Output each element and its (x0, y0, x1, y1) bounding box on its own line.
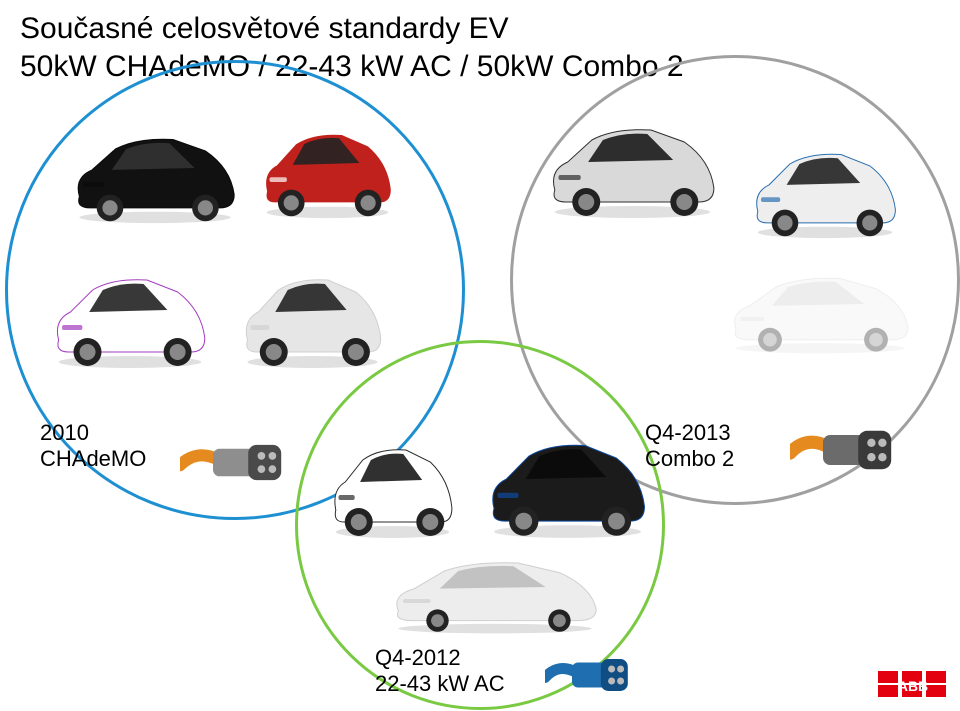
car-renault-zoe (480, 435, 655, 540)
title-line-1: Současné celosvětové standardy EV (20, 10, 684, 48)
car-smart-ed (325, 440, 460, 540)
car-peugeot-ion (45, 270, 215, 370)
car-mitsubishi-imiev (255, 125, 400, 220)
combo2-name: Combo 2 (645, 446, 734, 472)
abb-logo: ABB (878, 671, 948, 699)
title-line-2: 50kW CHAdeMO / 22-43 kW AC / 50kW Combo … (20, 48, 684, 86)
combo2-connector-icon (790, 420, 900, 480)
ac-name: 22-43 kW AC (375, 671, 505, 696)
title-block: Současné celosvětové standardy EV 50kW C… (20, 10, 684, 85)
car-tesla-model-s (380, 555, 610, 635)
car-citroen-czero (235, 270, 390, 370)
chademo-year: 2010 (40, 420, 146, 446)
car-vw-eup (745, 145, 905, 240)
car-nissan-leaf (65, 130, 245, 225)
chademo-label: 2010 CHAdeMO (40, 420, 146, 473)
ac-type2-connector-icon (545, 650, 635, 700)
ac-label: Q4-2012 22-43 kW AC (375, 645, 505, 698)
combo2-label: Q4-2013 Combo 2 (645, 420, 734, 473)
chademo-name: CHAdeMO (40, 446, 146, 472)
car-tesla-faded (720, 270, 920, 355)
combo2-year: Q4-2013 (645, 420, 734, 446)
svg-text:ABB: ABB (898, 678, 928, 694)
ac-year: Q4-2012 (375, 645, 461, 670)
chademo-connector-icon (180, 435, 290, 490)
car-bmw-i3 (540, 120, 725, 220)
